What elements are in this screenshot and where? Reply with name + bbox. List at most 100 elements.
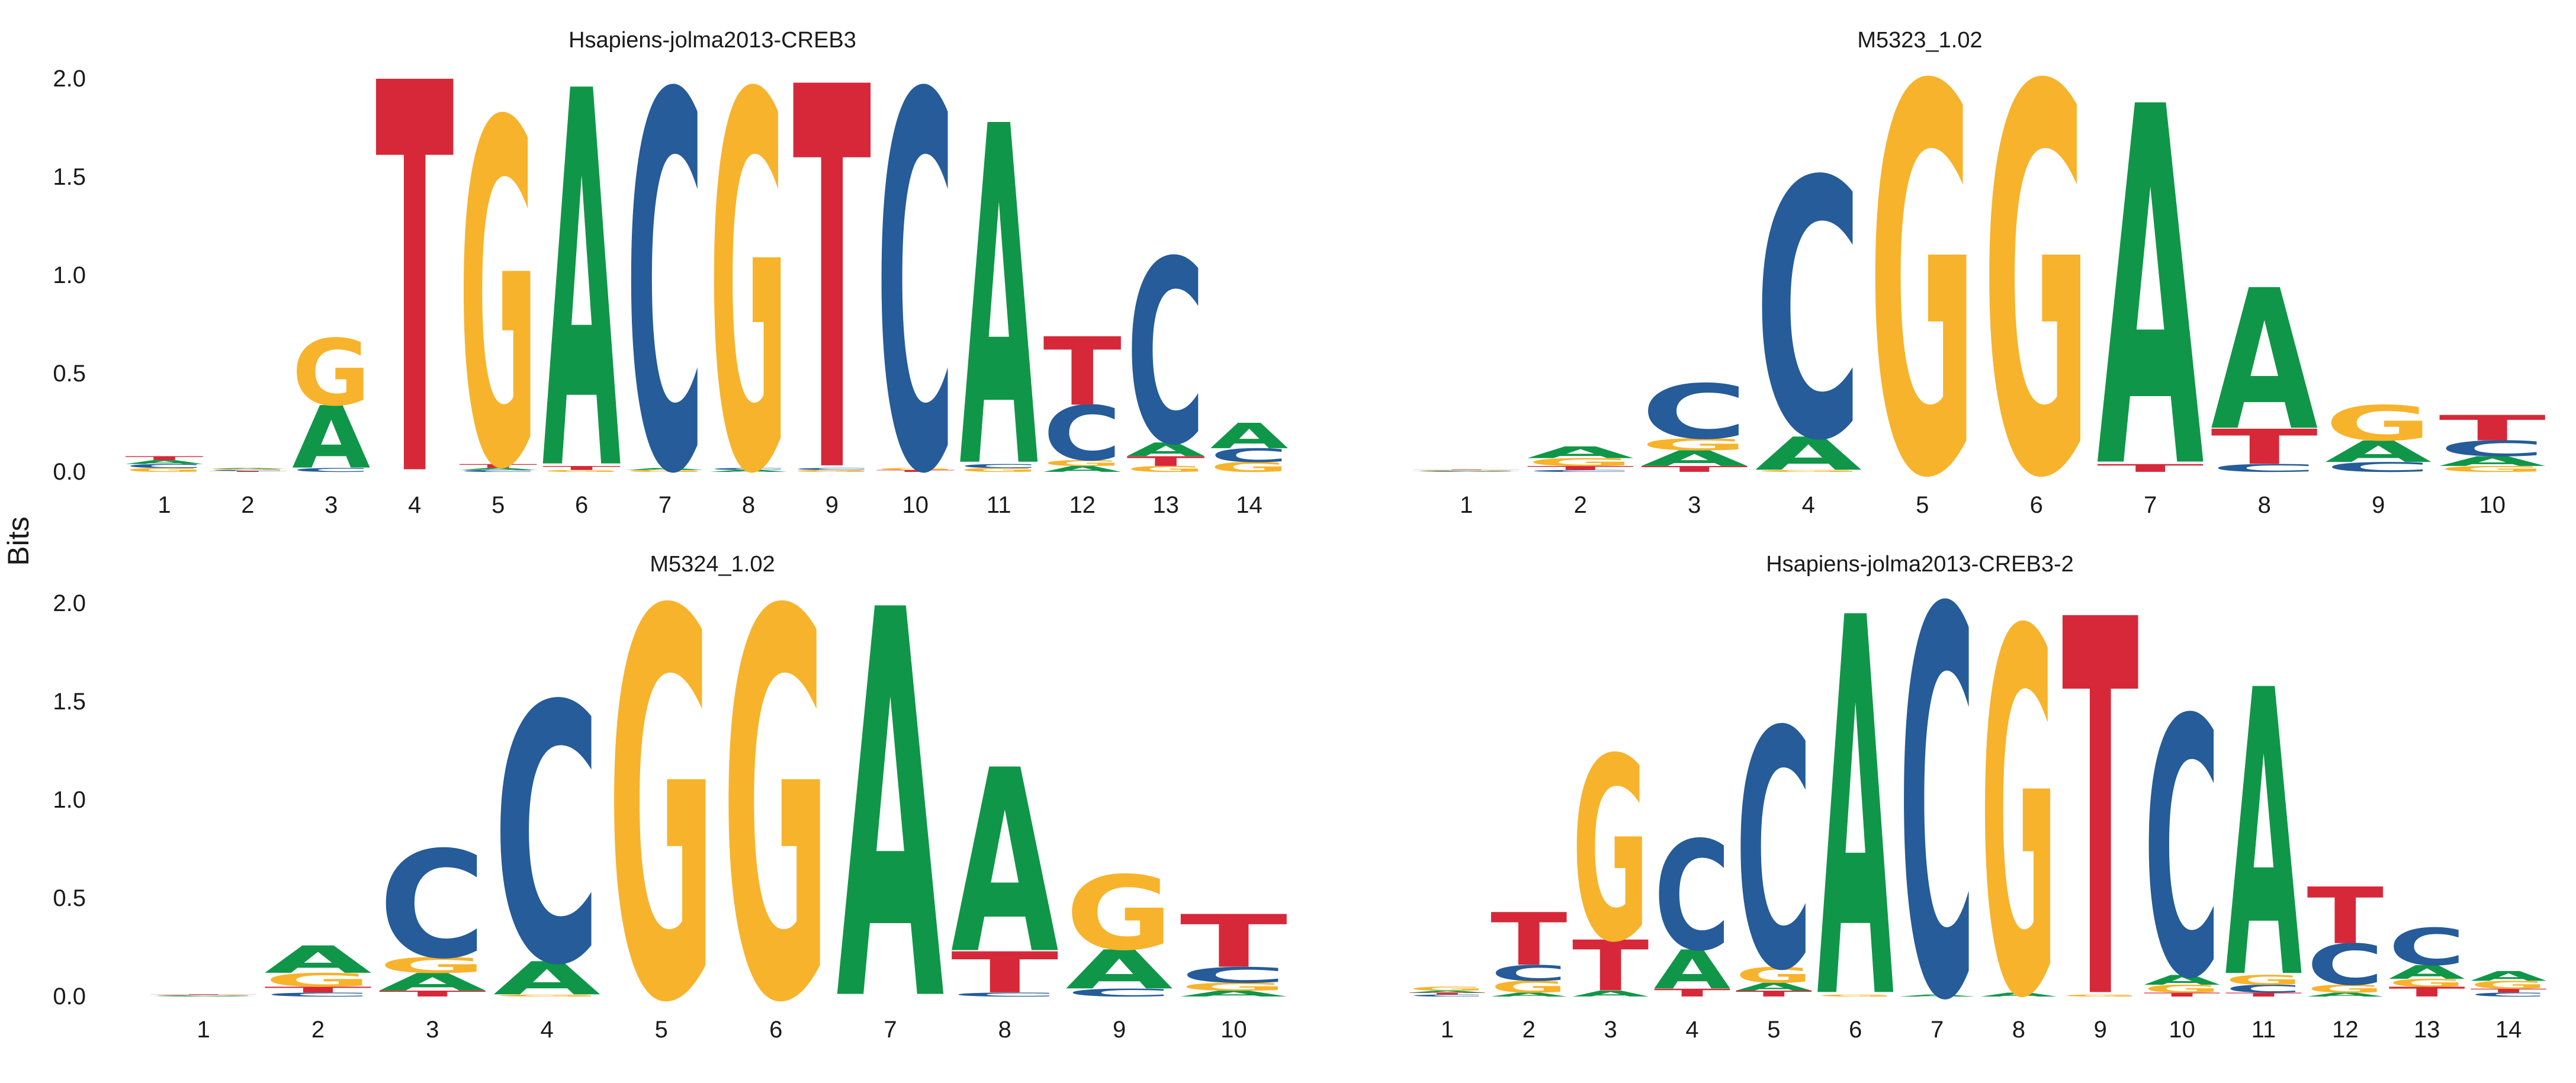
logo-letter-C: C (125, 463, 203, 470)
logo-letter-C: C (2470, 992, 2547, 998)
logo-letter-G: G (378, 953, 486, 978)
logo-letter-T: T (2225, 992, 2302, 998)
x-tick-label: 14 (2495, 1017, 2522, 1043)
logo-letter-A: A (1491, 992, 1568, 998)
logo-letter-A: A (2307, 992, 2384, 998)
x-tick-label: 5 (1767, 1017, 1780, 1043)
logo-letter-G: G (1180, 981, 1288, 993)
x-tick-label: 4 (408, 492, 421, 518)
x-tick-label: 5 (1916, 492, 1929, 518)
logo-letter-G: G (493, 994, 601, 997)
logo-letter-T: T (793, 0, 872, 590)
x-tick-label: 8 (998, 1017, 1011, 1043)
logo-letter-G: G (292, 321, 370, 427)
logo-letter-G: G (1065, 854, 1173, 973)
logo-letter-C: C (626, 0, 704, 587)
logo-letter-C: C (1065, 986, 1173, 999)
logo-letter-G: G (2439, 464, 2546, 474)
logo-letter-C: C (1180, 963, 1288, 988)
logo-letter-A: A (1043, 464, 1122, 474)
logo-letter-T: T (1736, 989, 1813, 998)
x-tick-label: 12 (2332, 1017, 2359, 1043)
logo-letter-T: T (1413, 470, 1520, 471)
logo-letter-A: A (1413, 471, 1520, 473)
logo-letter-A: A (960, 30, 1039, 572)
logo-letter-C: C (150, 995, 258, 997)
logo-letter-C: C (876, 0, 955, 587)
logo-letter-A: A (626, 467, 705, 470)
logo-letter-A: A (493, 952, 601, 1005)
logo-letter-C: C (208, 470, 287, 471)
logo-letter-G: G (1409, 986, 1486, 992)
logo-letter-A: A (1755, 428, 1862, 481)
y-tick-label: 0.5 (53, 361, 86, 387)
logo-letter-C: C (1641, 369, 1748, 456)
logo-letter-C: C (459, 470, 537, 473)
x-tick-label: 11 (987, 492, 1011, 518)
logo-letter-C: C (2439, 436, 2546, 461)
logo-letter-A: A (1736, 981, 1813, 993)
logo-letter-T: T (1527, 465, 1634, 471)
logo-letter-C: C (2388, 918, 2465, 977)
logo-letter-A: A (1180, 989, 1288, 998)
panel-bottom-left: M5324_1.02 0.0 0.5 1.0 1.5 2.0 1ACGT2CTG… (53, 500, 1287, 1083)
logo-letter-A: A (150, 996, 258, 997)
logo-letter-T: T (1126, 454, 1205, 469)
x-tick-label: 3 (1604, 1017, 1617, 1043)
logo-letter-G: G (459, 25, 537, 573)
logo-letter-C: C (292, 467, 370, 474)
logo-letter-A: A (459, 467, 538, 470)
logo-letter-A: A (1654, 939, 1731, 1001)
logo-letter-G: G (2470, 979, 2547, 991)
logo-letter-T: T (459, 463, 538, 470)
x-tick-label: 10 (2169, 1017, 2195, 1043)
y-tick-label: 0.0 (53, 459, 86, 485)
logo-letter-T: T (1654, 986, 1731, 999)
logo-letter-C: C (2325, 459, 2432, 475)
x-tick-label: 1 (197, 1017, 210, 1043)
logo-letter-A: A (2225, 608, 2303, 1066)
y-tick-label: 1.0 (53, 787, 86, 813)
logo-letter-C: C (960, 463, 1038, 470)
logo-letter-A: A (378, 968, 486, 996)
logo-letter-G: G (1736, 963, 1813, 988)
logo-letter-T: T (1641, 464, 1748, 474)
logo-letter-A: A (1210, 416, 1288, 457)
x-tick-label: 1 (1460, 492, 1473, 518)
x-tick-label: 6 (2030, 492, 2043, 518)
logo-letter-G: G (542, 470, 621, 473)
logo-letter-A: A (2470, 968, 2547, 984)
logo-letter-C: C (709, 467, 788, 470)
logo-letter-G: G (2325, 396, 2432, 452)
x-tick-label: 2 (1523, 1017, 1536, 1043)
logo-letter-C: C (1654, 810, 1731, 985)
logo-letter-T: T (951, 940, 1059, 1006)
logo-letter-C: C (378, 820, 486, 992)
logo-letter-A: A (1980, 992, 2057, 998)
x-tick-label: 10 (2479, 492, 2506, 518)
logo-letter-G: G (2388, 977, 2465, 989)
logo-letter-T: T (2062, 513, 2140, 1083)
x-tick-label: 12 (1069, 492, 1096, 518)
x-tick-label: 4 (1802, 492, 1815, 518)
logo-letter-C: C (1899, 500, 1976, 1083)
logo-letter-G: G (150, 995, 258, 996)
logo-letter-A: A (837, 500, 945, 1083)
logo-letter-A: A (542, 0, 622, 586)
y-tick-label: 2.0 (53, 590, 86, 616)
x-tick-label: 4 (1685, 1017, 1698, 1043)
logo-letter-G: G (208, 469, 287, 471)
x-tick-label: 10 (1220, 1017, 1247, 1043)
x-tick-label: 2 (1574, 492, 1587, 518)
x-tick-label: 7 (2144, 492, 2157, 518)
logo-letter-T: T (2097, 462, 2204, 474)
panel-title: M5324_1.02 (650, 552, 775, 577)
logo-letter-G: G (1572, 705, 1649, 998)
logo-letter-A: A (125, 459, 204, 465)
logo-letter-C: C (1210, 445, 1288, 467)
x-tick-label: 7 (659, 492, 672, 518)
y-tick-label: 2.0 (53, 66, 86, 92)
logo-letter-C: C (493, 631, 601, 1043)
